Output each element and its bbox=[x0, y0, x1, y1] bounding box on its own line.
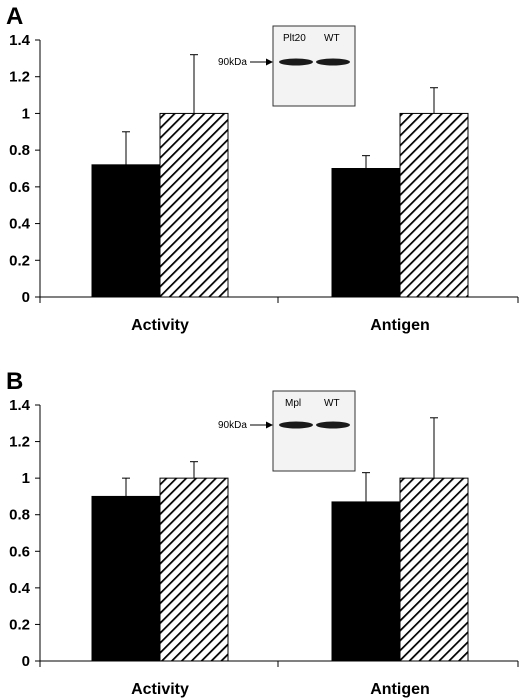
panel-a-blot-inset: Plt20 WT 90kDa bbox=[218, 25, 356, 107]
arrow-head-icon bbox=[266, 58, 273, 66]
y-tick-label: 1.4 bbox=[9, 32, 31, 49]
blot-a-lane-1: Plt20 bbox=[283, 33, 306, 44]
bar-antigen-hatched bbox=[399, 112, 469, 298]
panel-b-label: B bbox=[6, 368, 23, 395]
panel-a: A 0 0.2 0.4 0.6 0.8 1 1.2 1.4 Activity Antigen Pl… bbox=[6, 3, 519, 334]
y-tick-label: 0.6 bbox=[9, 179, 30, 196]
y-tick-label: 1.2 bbox=[9, 434, 30, 451]
x-category-label: Activity bbox=[131, 681, 189, 698]
blot-a-frame bbox=[272, 25, 356, 107]
y-tick-label: 0.4 bbox=[9, 580, 31, 597]
y-tick-label: 1.2 bbox=[9, 69, 30, 86]
y-tick-label: 1 bbox=[22, 105, 30, 122]
y-tick-label: 0.6 bbox=[9, 543, 30, 560]
y-tick-label: 0 bbox=[22, 653, 30, 670]
panel-b-bars bbox=[91, 417, 469, 662]
bar-activity-hatched bbox=[159, 477, 229, 662]
bar-activity-solid bbox=[91, 164, 161, 298]
bar-antigen-hatched bbox=[399, 477, 469, 662]
blot-b-frame bbox=[272, 390, 356, 472]
y-tick-label: 0.2 bbox=[9, 616, 30, 633]
blot-b-band-1 bbox=[279, 421, 313, 429]
blot-b-lane-1: Mpl bbox=[285, 398, 301, 409]
bar-antigen-solid bbox=[331, 168, 401, 298]
bar-activity-solid bbox=[91, 495, 161, 662]
panel-b: B 0 0.2 0.4 0.6 0.8 1 1.2 1.4 Activity Antigen Mp… bbox=[6, 368, 519, 698]
y-tick-label: 1 bbox=[22, 470, 30, 487]
blot-b-marker-label: 90kDa bbox=[218, 420, 247, 431]
y-tick-label: 0.8 bbox=[9, 142, 30, 159]
bar-antigen-solid bbox=[331, 501, 401, 662]
blot-b-band-2 bbox=[316, 421, 350, 429]
blot-a-lane-2: WT bbox=[324, 33, 340, 44]
blot-a-marker-label: 90kDa bbox=[218, 57, 247, 68]
x-category-label: Antigen bbox=[370, 681, 430, 698]
y-tick-label: 0.2 bbox=[9, 252, 30, 269]
panel-a-bars bbox=[91, 54, 469, 298]
blot-b-lane-2: WT bbox=[324, 398, 340, 409]
y-tick-label: 0 bbox=[22, 289, 30, 306]
panel-b-blot-inset: Mpl WT 90kDa bbox=[218, 390, 356, 472]
bar-activity-hatched bbox=[159, 112, 229, 298]
y-tick-label: 0.4 bbox=[9, 216, 31, 233]
y-tick-label: 0.8 bbox=[9, 507, 30, 524]
blot-a-band-1 bbox=[279, 58, 313, 66]
x-category-label: Activity bbox=[131, 317, 189, 334]
panel-b-labels: 0 0.2 0.4 0.6 0.8 1 1.2 1.4 Activity Antigen bbox=[9, 397, 430, 698]
panel-a-labels: 0 0.2 0.4 0.6 0.8 1 1.2 1.4 Activity Antigen bbox=[9, 32, 430, 334]
panel-a-label: A bbox=[6, 3, 23, 30]
x-category-label: Antigen bbox=[370, 317, 430, 334]
blot-a-band-2 bbox=[316, 58, 350, 66]
y-tick-label: 1.4 bbox=[9, 397, 31, 414]
arrow-head-icon bbox=[266, 421, 273, 429]
